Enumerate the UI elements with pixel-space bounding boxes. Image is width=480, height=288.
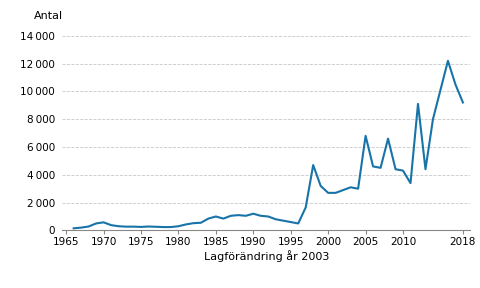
Text: Antal: Antal [34, 11, 63, 21]
X-axis label: Lagförändring år 2003: Lagförändring år 2003 [204, 250, 329, 262]
